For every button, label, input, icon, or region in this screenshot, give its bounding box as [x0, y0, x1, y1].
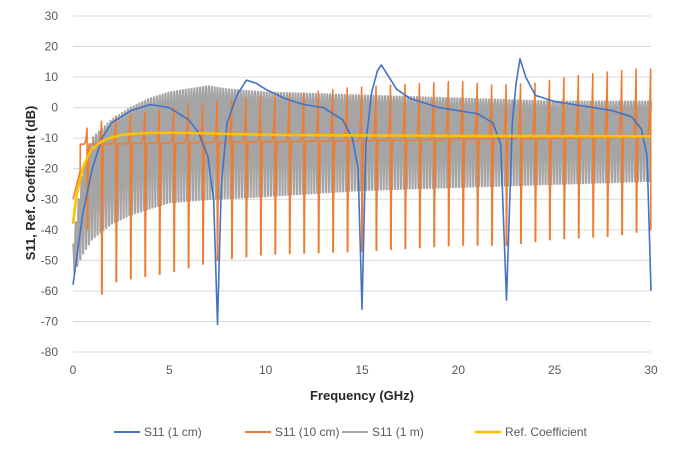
x-tick-labels: 0 5 10 15 20 25 30 [70, 363, 658, 377]
x-tick-label: 20 [452, 363, 466, 377]
y-tick-label: -60 [41, 284, 59, 298]
legend-label: S11 (1 cm) [144, 425, 202, 439]
legend-label: Ref. Coefficient [505, 425, 587, 439]
y-axis-title: S11, Ref. Coefficient (dB) [23, 106, 38, 261]
y-tick-labels: 30 20 10 0 -10 -20 -30 -40 -50 -60 -70 -80 [41, 9, 59, 359]
x-tick-label: 30 [644, 363, 658, 377]
y-tick-label: -40 [41, 223, 59, 237]
y-tick-label: 30 [45, 9, 59, 23]
y-tick-label: 10 [45, 70, 59, 84]
x-axis-title: Frequency (GHz) [310, 388, 414, 403]
series-line-s11-10cm [72, 68, 652, 295]
x-tick-label: 5 [166, 363, 173, 377]
y-tick-label: -50 [41, 253, 59, 267]
y-tick-label: -70 [41, 314, 59, 328]
y-tick-label: 20 [45, 40, 59, 54]
x-tick-label: 0 [70, 363, 77, 377]
legend: S11 (1 cm) S11 (10 cm) S11 (1 m) Ref. Coeff… [114, 425, 587, 439]
y-tick-label: -30 [41, 192, 59, 206]
y-tick-label: 0 [51, 101, 58, 115]
y-tick-label: -80 [41, 345, 59, 359]
y-tick-label: -20 [41, 162, 59, 176]
x-tick-label: 10 [259, 363, 273, 377]
series-lines [71, 57, 653, 326]
y-tick-label: -10 [41, 131, 59, 145]
x-tick-label: 25 [548, 363, 562, 377]
series-line-s11-1cm [72, 57, 652, 326]
legend-label: S11 (1 m) [372, 425, 424, 439]
legend-label: S11 (10 cm) [275, 425, 339, 439]
x-tick-label: 15 [355, 363, 369, 377]
series-line-ref-coefficient [71, 131, 652, 224]
